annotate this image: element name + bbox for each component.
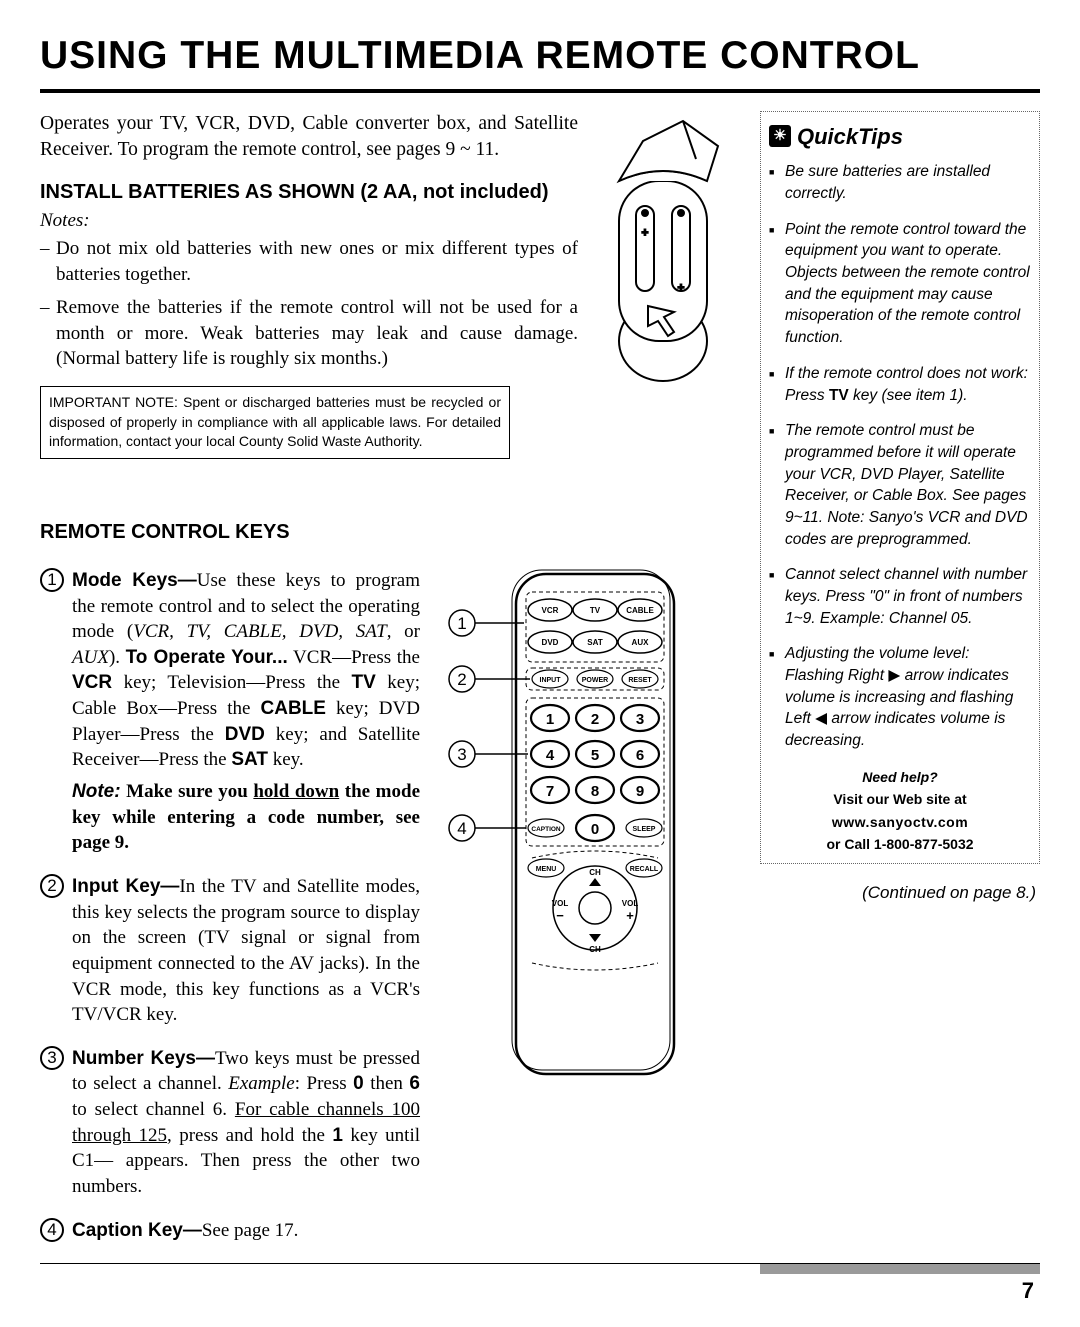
- svg-text:VOL: VOL: [622, 899, 639, 908]
- svg-text:CABLE: CABLE: [626, 606, 654, 615]
- key-item-number: 3 Number Keys—Two keys must be pressed t…: [40, 1046, 420, 1200]
- continued-note: (Continued on page 8.): [760, 882, 1036, 905]
- svg-text:7: 7: [546, 783, 554, 800]
- battery-note: Do not mix old batteries with new ones o…: [40, 236, 578, 287]
- svg-text:9: 9: [636, 783, 644, 800]
- svg-text:+: +: [678, 282, 684, 294]
- key-label: Mode Keys—: [72, 570, 197, 591]
- battery-notes-list: Do not mix old batteries with new ones o…: [40, 236, 578, 372]
- tip-item: Adjusting the volume level: Flashing Rig…: [769, 643, 1031, 751]
- help-block: Need help? Visit our Web site at www.san…: [769, 766, 1031, 856]
- svg-text:TV: TV: [590, 606, 601, 615]
- svg-text:VOL: VOL: [552, 899, 569, 908]
- svg-text:+: +: [626, 908, 634, 923]
- svg-text:−: −: [556, 908, 564, 923]
- tip-item: Cannot select channel with number keys. …: [769, 564, 1031, 629]
- svg-text:RESET: RESET: [628, 677, 652, 684]
- svg-text:+: +: [642, 227, 648, 239]
- key-item-mode: 1 Mode Keys—Use these keys to program th…: [40, 568, 420, 856]
- svg-text:8: 8: [591, 783, 599, 800]
- svg-text:3: 3: [636, 711, 644, 728]
- svg-text:3: 3: [457, 745, 466, 764]
- svg-text:CH: CH: [589, 868, 601, 877]
- svg-text:MENU: MENU: [536, 866, 557, 873]
- arrow-right-icon: ▶: [888, 665, 900, 687]
- callout-3: 3: [40, 1046, 64, 1070]
- callout-1: 1: [40, 568, 64, 592]
- tip-item: If the remote control does not work: Pre…: [769, 363, 1031, 406]
- lightbulb-icon: ☀: [769, 125, 791, 147]
- svg-text:0: 0: [591, 821, 599, 838]
- page-number: 7: [1022, 1276, 1034, 1306]
- svg-text:1: 1: [546, 711, 554, 728]
- remote-keys-heading: REMOTE CONTROL KEYS: [40, 519, 738, 546]
- svg-text:AUX: AUX: [632, 638, 650, 647]
- svg-text:CAPTION: CAPTION: [531, 826, 561, 833]
- svg-text:POWER: POWER: [582, 677, 608, 684]
- key-label: Number Keys—: [72, 1048, 215, 1069]
- svg-text:RECALL: RECALL: [630, 866, 659, 873]
- page-footer: 7: [40, 1263, 1040, 1307]
- battery-note: Remove the batteries if the remote contr…: [40, 295, 578, 372]
- svg-text:VCR: VCR: [542, 606, 559, 615]
- quicktips-box: ☀ QuickTips Be sure batteries are instal…: [760, 111, 1040, 865]
- key-label: Caption Key—: [72, 1220, 202, 1241]
- install-heading: INSTALL BATTERIES AS SHOWN (2 AA, not in…: [40, 179, 578, 206]
- callout-4: 4: [40, 1218, 64, 1242]
- tip-item: Be sure batteries are installed correctl…: [769, 161, 1031, 204]
- remote-illustration: VCR TV CABLE DVD SAT AUX INPUT POWER RES…: [428, 568, 708, 1096]
- key-label: Input Key—: [72, 876, 179, 897]
- svg-text:SLEEP: SLEEP: [633, 826, 656, 833]
- svg-text:INPUT: INPUT: [540, 677, 562, 684]
- tip-item: Point the remote control toward the equi…: [769, 219, 1031, 349]
- svg-text:DVD: DVD: [542, 638, 559, 647]
- svg-text:2: 2: [591, 711, 599, 728]
- important-note-box: IMPORTANT NOTE: Spent or discharged batt…: [40, 386, 510, 459]
- svg-text:6: 6: [636, 747, 644, 764]
- keys-descriptions: 1 Mode Keys—Use these keys to program th…: [40, 568, 420, 1247]
- key-item-input: 2 Input Key—In the TV and Satellite mode…: [40, 874, 420, 1028]
- quicktips-heading: ☀ QuickTips: [769, 122, 1031, 152]
- help-url: www.sanyoctv.com: [769, 811, 1031, 833]
- page-title: USING THE MULTIMEDIA REMOTE CONTROL: [40, 30, 1040, 93]
- svg-text:1: 1: [457, 614, 466, 633]
- svg-text:5: 5: [591, 747, 599, 764]
- svg-text:CH: CH: [589, 945, 601, 954]
- svg-text:4: 4: [546, 747, 555, 764]
- main-columns: Operates your TV, VCR, DVD, Cable conver…: [40, 111, 1040, 1248]
- battery-illustration: + +: [588, 111, 738, 391]
- tip-item: The remote control must be programmed be…: [769, 420, 1031, 550]
- arrow-left-icon: ◀: [815, 708, 827, 730]
- notes-label: Notes:: [40, 208, 578, 234]
- callout-2: 2: [40, 874, 64, 898]
- svg-text:4: 4: [457, 819, 466, 838]
- intro-paragraph: Operates your TV, VCR, DVD, Cable conver…: [40, 111, 578, 164]
- footer-stripe: [760, 1264, 1040, 1274]
- right-column: ☀ QuickTips Be sure batteries are instal…: [760, 111, 1040, 1248]
- note-label: Note:: [72, 781, 121, 802]
- left-column: Operates your TV, VCR, DVD, Cable conver…: [40, 111, 738, 1248]
- key-item-caption: 4 Caption Key—See page 17.: [40, 1218, 420, 1244]
- quicktips-list: Be sure batteries are installed correctl…: [769, 161, 1031, 752]
- svg-text:2: 2: [457, 670, 466, 689]
- svg-text:SAT: SAT: [587, 638, 603, 647]
